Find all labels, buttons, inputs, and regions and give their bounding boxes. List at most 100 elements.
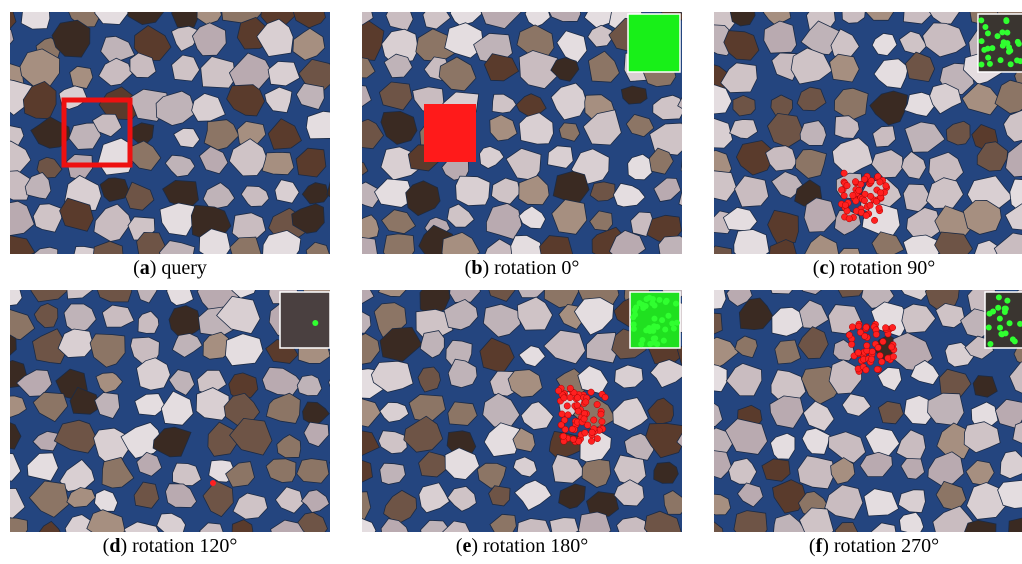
inset-dot	[995, 305, 1001, 311]
grain	[331, 425, 365, 455]
match-dot	[868, 178, 874, 184]
match-dot	[871, 217, 877, 223]
panel-caption: (d) rotation 120°	[0, 535, 340, 558]
grain	[694, 363, 727, 392]
grain	[456, 176, 490, 206]
match-dot	[864, 342, 870, 348]
caption-caption: ) rotation 270°	[822, 535, 939, 557]
inset-dot	[669, 320, 675, 326]
inset-dot	[1007, 48, 1013, 54]
match-dot	[874, 366, 880, 372]
match-dot	[564, 403, 570, 409]
match-dot	[888, 344, 894, 350]
panel-image	[338, 270, 722, 564]
inset-dot	[312, 320, 318, 326]
match-dot	[838, 187, 844, 193]
grain	[679, 184, 712, 215]
inset-dot	[631, 321, 637, 327]
inset-dot	[987, 61, 993, 67]
caption-letter: c	[819, 257, 828, 279]
grain	[297, 459, 329, 484]
match-dot	[889, 324, 895, 330]
inset-dot	[995, 33, 1001, 39]
grain	[677, 340, 713, 374]
match-dot	[567, 385, 573, 391]
caption-prefix: (	[809, 535, 816, 557]
grain	[830, 54, 860, 82]
inset-dot	[981, 47, 987, 53]
inset-dot	[654, 341, 660, 347]
grain	[332, 0, 366, 25]
match-dot	[856, 187, 862, 193]
grain	[21, 2, 50, 29]
match-dot	[560, 433, 566, 439]
match-dot	[855, 323, 861, 329]
inset-dot	[659, 317, 665, 323]
inset-dot	[643, 303, 649, 309]
grain	[197, 0, 221, 25]
match-dot	[841, 192, 847, 198]
inset-dot	[987, 341, 993, 347]
inset-dot	[982, 24, 988, 30]
inset-dot	[996, 294, 1002, 300]
inset-dot	[630, 314, 636, 320]
inset-dot	[661, 338, 667, 344]
caption-prefix: (	[133, 257, 140, 279]
inset-match	[630, 16, 678, 70]
inset-dot	[1004, 298, 1010, 304]
match-dot	[863, 212, 869, 218]
match-dot	[850, 192, 856, 198]
match-dot	[890, 353, 896, 359]
inset-dot	[673, 301, 679, 307]
caption-caption: ) query	[150, 257, 207, 279]
match-dot	[869, 348, 875, 354]
grain	[297, 375, 322, 396]
match-dot	[591, 417, 597, 423]
match-dot	[565, 412, 571, 418]
inset-dot	[654, 324, 660, 330]
inset-dot	[986, 325, 992, 331]
grain	[693, 280, 726, 309]
caption-caption: ) rotation 120°	[120, 535, 237, 557]
grain	[386, 3, 413, 31]
match-dot	[883, 183, 889, 189]
figure	[0, 0, 1022, 564]
grain	[678, 85, 719, 116]
match-dot	[588, 389, 594, 395]
inset-dot	[979, 38, 985, 44]
match-dot	[559, 411, 565, 417]
panel-caption: (c) rotation 90°	[704, 257, 1022, 280]
match-dot	[879, 359, 885, 365]
inset-dot	[632, 307, 638, 313]
match-dot	[210, 480, 216, 486]
match-dot	[876, 205, 882, 211]
match-dot	[842, 202, 848, 208]
caption-letter: b	[471, 257, 482, 279]
match-dot	[574, 402, 580, 408]
inset-dot	[662, 326, 668, 332]
match-dot	[575, 408, 581, 414]
match-dot	[877, 190, 883, 196]
match-dot	[558, 422, 564, 428]
caption-caption: ) rotation 180°	[471, 535, 588, 557]
grain	[172, 2, 199, 27]
grain	[489, 486, 510, 506]
inset-dot	[665, 313, 671, 319]
inset-dot	[1008, 61, 1014, 67]
grain	[730, 4, 755, 26]
grain	[327, 177, 366, 204]
inset-dot	[997, 325, 1003, 331]
caption-caption: ) rotation 0°	[482, 257, 579, 279]
match-dot	[846, 332, 852, 338]
panel-caption: (f) rotation 270°	[704, 535, 1022, 558]
match-dot	[848, 341, 854, 347]
inset-dot	[985, 30, 991, 36]
match-dot	[873, 331, 879, 337]
inset-dot	[999, 29, 1005, 35]
match-dot	[855, 349, 861, 355]
match-dot	[853, 198, 859, 204]
grain	[680, 0, 716, 22]
inset-frame	[280, 292, 330, 348]
match-dot	[867, 193, 873, 199]
grain	[338, 29, 361, 52]
